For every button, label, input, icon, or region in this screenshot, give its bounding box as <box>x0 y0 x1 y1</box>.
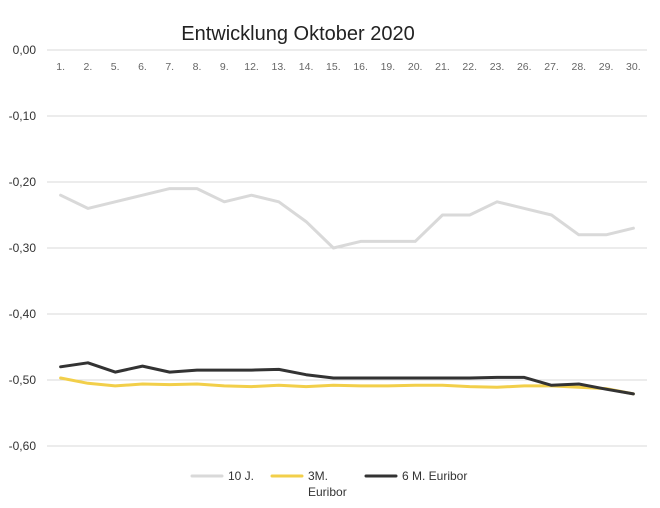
x-tick-label: 9. <box>220 61 229 73</box>
x-axis-ticks: 1. 2. 5. 6. 7. 8. 9. 12. 13. 14. 15. 16. 19. 20. 21. 22… <box>56 61 640 73</box>
y-axis-ticks: 0,00 -0,10 -0,20 -0,30 -0,40 -0,50 -0,60 <box>9 43 37 453</box>
x-tick-label: 29. <box>599 61 614 73</box>
series-line-2 <box>59 376 635 396</box>
x-tick-label: 26. <box>517 61 532 73</box>
x-tick-label: 22. <box>462 61 477 73</box>
legend-label: 10 J. <box>228 469 254 483</box>
series-lines <box>59 187 635 396</box>
chart-title: Entwicklung Oktober 2020 <box>181 23 414 45</box>
y-tick-label: -0,10 <box>9 109 37 123</box>
x-tick-label: 14. <box>299 61 314 73</box>
x-tick-label: 27. <box>544 61 559 73</box>
legend-label: 3M. <box>308 469 328 483</box>
gridlines <box>47 49 647 447</box>
legend: 10 J. 3M. Euribor 6 M. Euribor <box>190 469 467 499</box>
x-tick-label: 7. <box>165 61 174 73</box>
x-tick-label: 21. <box>435 61 450 73</box>
x-tick-label: 8. <box>193 61 202 73</box>
y-tick-label: -0,60 <box>9 439 37 453</box>
y-tick-label: -0,30 <box>9 241 37 255</box>
x-tick-label: 5. <box>111 61 120 73</box>
x-tick-label: 6. <box>138 61 147 73</box>
series-line-3 <box>59 361 635 396</box>
series-line-1 <box>59 187 635 250</box>
legend-label: Euribor <box>308 485 347 499</box>
legend-label: 6 M. Euribor <box>402 469 467 483</box>
x-tick-label: 20. <box>408 61 423 73</box>
y-tick-label: 0,00 <box>13 43 37 57</box>
x-tick-label: 16. <box>353 61 368 73</box>
x-tick-label: 13. <box>272 61 287 73</box>
x-tick-label: 23. <box>490 61 505 73</box>
x-tick-label: 30. <box>626 61 641 73</box>
x-tick-label: 2. <box>84 61 93 73</box>
x-tick-label: 19. <box>381 61 396 73</box>
y-tick-label: -0,40 <box>9 307 37 321</box>
x-tick-label: 12. <box>244 61 259 73</box>
x-tick-label: 15. <box>326 61 341 73</box>
x-tick-label: 1. <box>56 61 65 73</box>
y-tick-label: -0,20 <box>9 175 37 189</box>
x-tick-label: 28. <box>572 61 587 73</box>
y-tick-label: -0,50 <box>9 373 37 387</box>
